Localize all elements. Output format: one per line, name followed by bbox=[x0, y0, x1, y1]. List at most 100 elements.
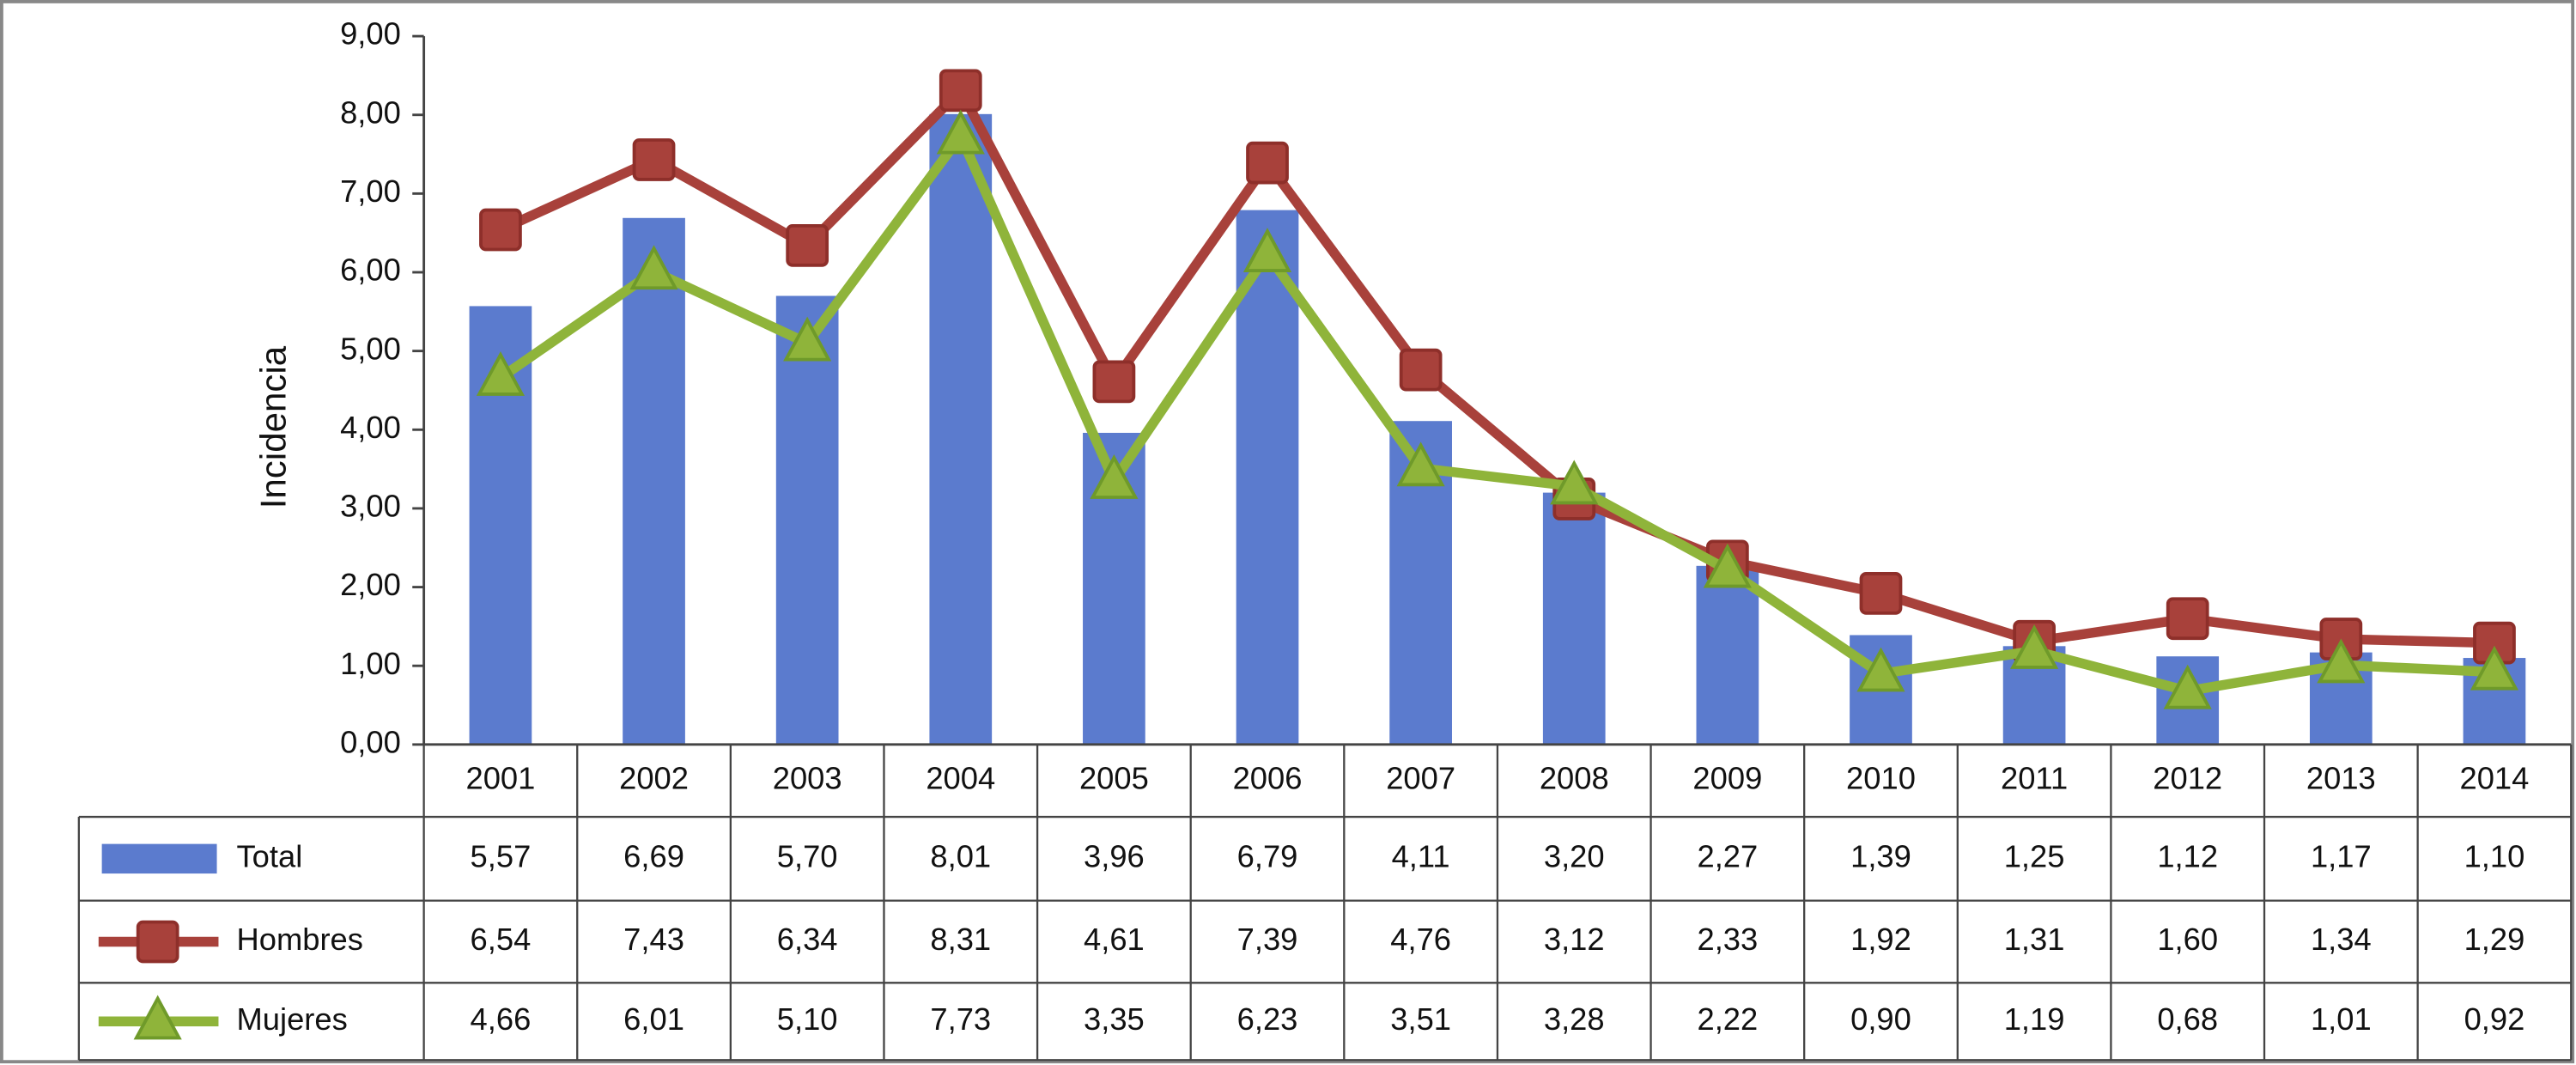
bar bbox=[1236, 210, 1299, 745]
table-value: 7,43 bbox=[623, 922, 684, 957]
line bbox=[498, 85, 2495, 648]
legend-marker bbox=[133, 995, 182, 1040]
table-value: 0,68 bbox=[2157, 1001, 2218, 1037]
table-value: 1,92 bbox=[1850, 922, 1911, 957]
x-tick-label: 2001 bbox=[466, 761, 536, 796]
table-value: 7,39 bbox=[1237, 922, 1298, 957]
table-value: 6,69 bbox=[623, 838, 684, 873]
table-value: 1,25 bbox=[2004, 838, 2065, 873]
table-value: 6,79 bbox=[1237, 838, 1298, 873]
y-tick-label: 7,00 bbox=[340, 173, 401, 209]
table-value: 3,51 bbox=[1390, 1001, 1451, 1037]
table-value: 7,73 bbox=[930, 1001, 991, 1037]
table-value: 2,22 bbox=[1697, 1001, 1758, 1037]
marker bbox=[1090, 454, 1139, 499]
marker bbox=[2163, 664, 2212, 709]
marker bbox=[632, 138, 676, 181]
table-value: 4,11 bbox=[1392, 838, 1450, 873]
marker bbox=[2166, 597, 2209, 641]
marker bbox=[476, 351, 526, 396]
table-value: 6,23 bbox=[1237, 1001, 1298, 1037]
x-tick-label: 2003 bbox=[773, 761, 842, 796]
table-value: 5,70 bbox=[777, 838, 838, 873]
y-tick-label: 8,00 bbox=[340, 94, 401, 130]
table-value: 1,31 bbox=[2004, 922, 2065, 957]
marker bbox=[1703, 543, 1752, 588]
bar bbox=[775, 295, 839, 745]
bar bbox=[929, 113, 993, 745]
marker bbox=[479, 208, 522, 252]
table-value: 0,90 bbox=[1850, 1001, 1911, 1037]
marker bbox=[936, 109, 985, 155]
y-tick-label: 1,00 bbox=[340, 646, 401, 681]
marker bbox=[2010, 624, 2059, 669]
y-tick-label: 5,00 bbox=[340, 331, 401, 366]
bar bbox=[1696, 565, 1759, 745]
y-tick-label: 4,00 bbox=[340, 410, 401, 445]
y-tick-label: 2,00 bbox=[340, 567, 401, 602]
table-value: 4,76 bbox=[1390, 922, 1451, 957]
table-value: 1,17 bbox=[2311, 838, 2372, 873]
table-value: 3,28 bbox=[1544, 1001, 1605, 1037]
marker bbox=[1859, 572, 1903, 615]
marker bbox=[629, 245, 678, 290]
table-value: 3,20 bbox=[1544, 838, 1605, 873]
table-value: 1,39 bbox=[1850, 838, 1911, 873]
table-value: 3,35 bbox=[1084, 1001, 1145, 1037]
y-tick-label: 6,00 bbox=[340, 253, 401, 288]
table-value: 1,01 bbox=[2311, 1001, 2372, 1037]
x-tick-label: 2014 bbox=[2460, 761, 2530, 796]
legend-label: Hombres bbox=[237, 922, 363, 957]
table-value: 5,57 bbox=[471, 838, 532, 873]
table-value: 8,01 bbox=[930, 838, 991, 873]
legend-label: Total bbox=[237, 838, 303, 873]
table-value: 0,92 bbox=[2464, 1001, 2525, 1037]
legend-marker bbox=[136, 920, 179, 964]
marker bbox=[1242, 228, 1292, 272]
x-tick-label: 2004 bbox=[926, 761, 995, 796]
table-value: 6,54 bbox=[471, 922, 532, 957]
table-value: 4,66 bbox=[471, 1001, 532, 1037]
x-tick-label: 2007 bbox=[1386, 761, 1455, 796]
x-tick-label: 2013 bbox=[2306, 761, 2376, 796]
x-tick-label: 2008 bbox=[1540, 761, 1609, 796]
marker bbox=[1246, 141, 1289, 185]
table-value: 1,60 bbox=[2157, 922, 2218, 957]
table-value: 1,29 bbox=[2464, 922, 2525, 957]
y-tick-label: 3,00 bbox=[340, 489, 401, 524]
table-value: 1,19 bbox=[2004, 1001, 2065, 1037]
line bbox=[497, 131, 2495, 697]
table-value: 2,27 bbox=[1697, 838, 1758, 873]
x-tick-label: 2005 bbox=[1079, 761, 1149, 796]
table-value: 4,61 bbox=[1084, 922, 1145, 957]
x-tick-label: 2006 bbox=[1233, 761, 1303, 796]
table-value: 1,10 bbox=[2464, 838, 2525, 873]
table-value: 2,33 bbox=[1697, 922, 1758, 957]
table-value: 6,34 bbox=[777, 922, 838, 957]
x-tick-label: 2012 bbox=[2153, 761, 2222, 796]
table-value: 6,01 bbox=[623, 1001, 684, 1037]
marker bbox=[939, 69, 982, 113]
x-tick-label: 2009 bbox=[1692, 761, 1762, 796]
y-tick-label: 9,00 bbox=[340, 16, 401, 52]
y-tick-label: 0,00 bbox=[340, 724, 401, 759]
marker bbox=[1399, 348, 1443, 392]
y-axis-label: Incidencia bbox=[253, 345, 294, 508]
table-value: 1,12 bbox=[2157, 838, 2218, 873]
table-value: 3,96 bbox=[1084, 838, 1145, 873]
x-tick-label: 2002 bbox=[619, 761, 689, 796]
legend-swatch bbox=[101, 843, 217, 874]
table-value: 1,34 bbox=[2311, 922, 2372, 957]
table-value: 3,12 bbox=[1544, 922, 1605, 957]
marker bbox=[1092, 360, 1136, 404]
legend-label: Mujeres bbox=[237, 1001, 348, 1037]
x-tick-label: 2010 bbox=[1846, 761, 1916, 796]
marker bbox=[2317, 638, 2366, 684]
marker bbox=[786, 223, 829, 267]
marker bbox=[783, 316, 832, 362]
table-value: 5,10 bbox=[777, 1001, 838, 1037]
x-tick-label: 2011 bbox=[2001, 761, 2068, 796]
table-value: 8,31 bbox=[930, 922, 991, 957]
bar bbox=[1542, 492, 1606, 745]
